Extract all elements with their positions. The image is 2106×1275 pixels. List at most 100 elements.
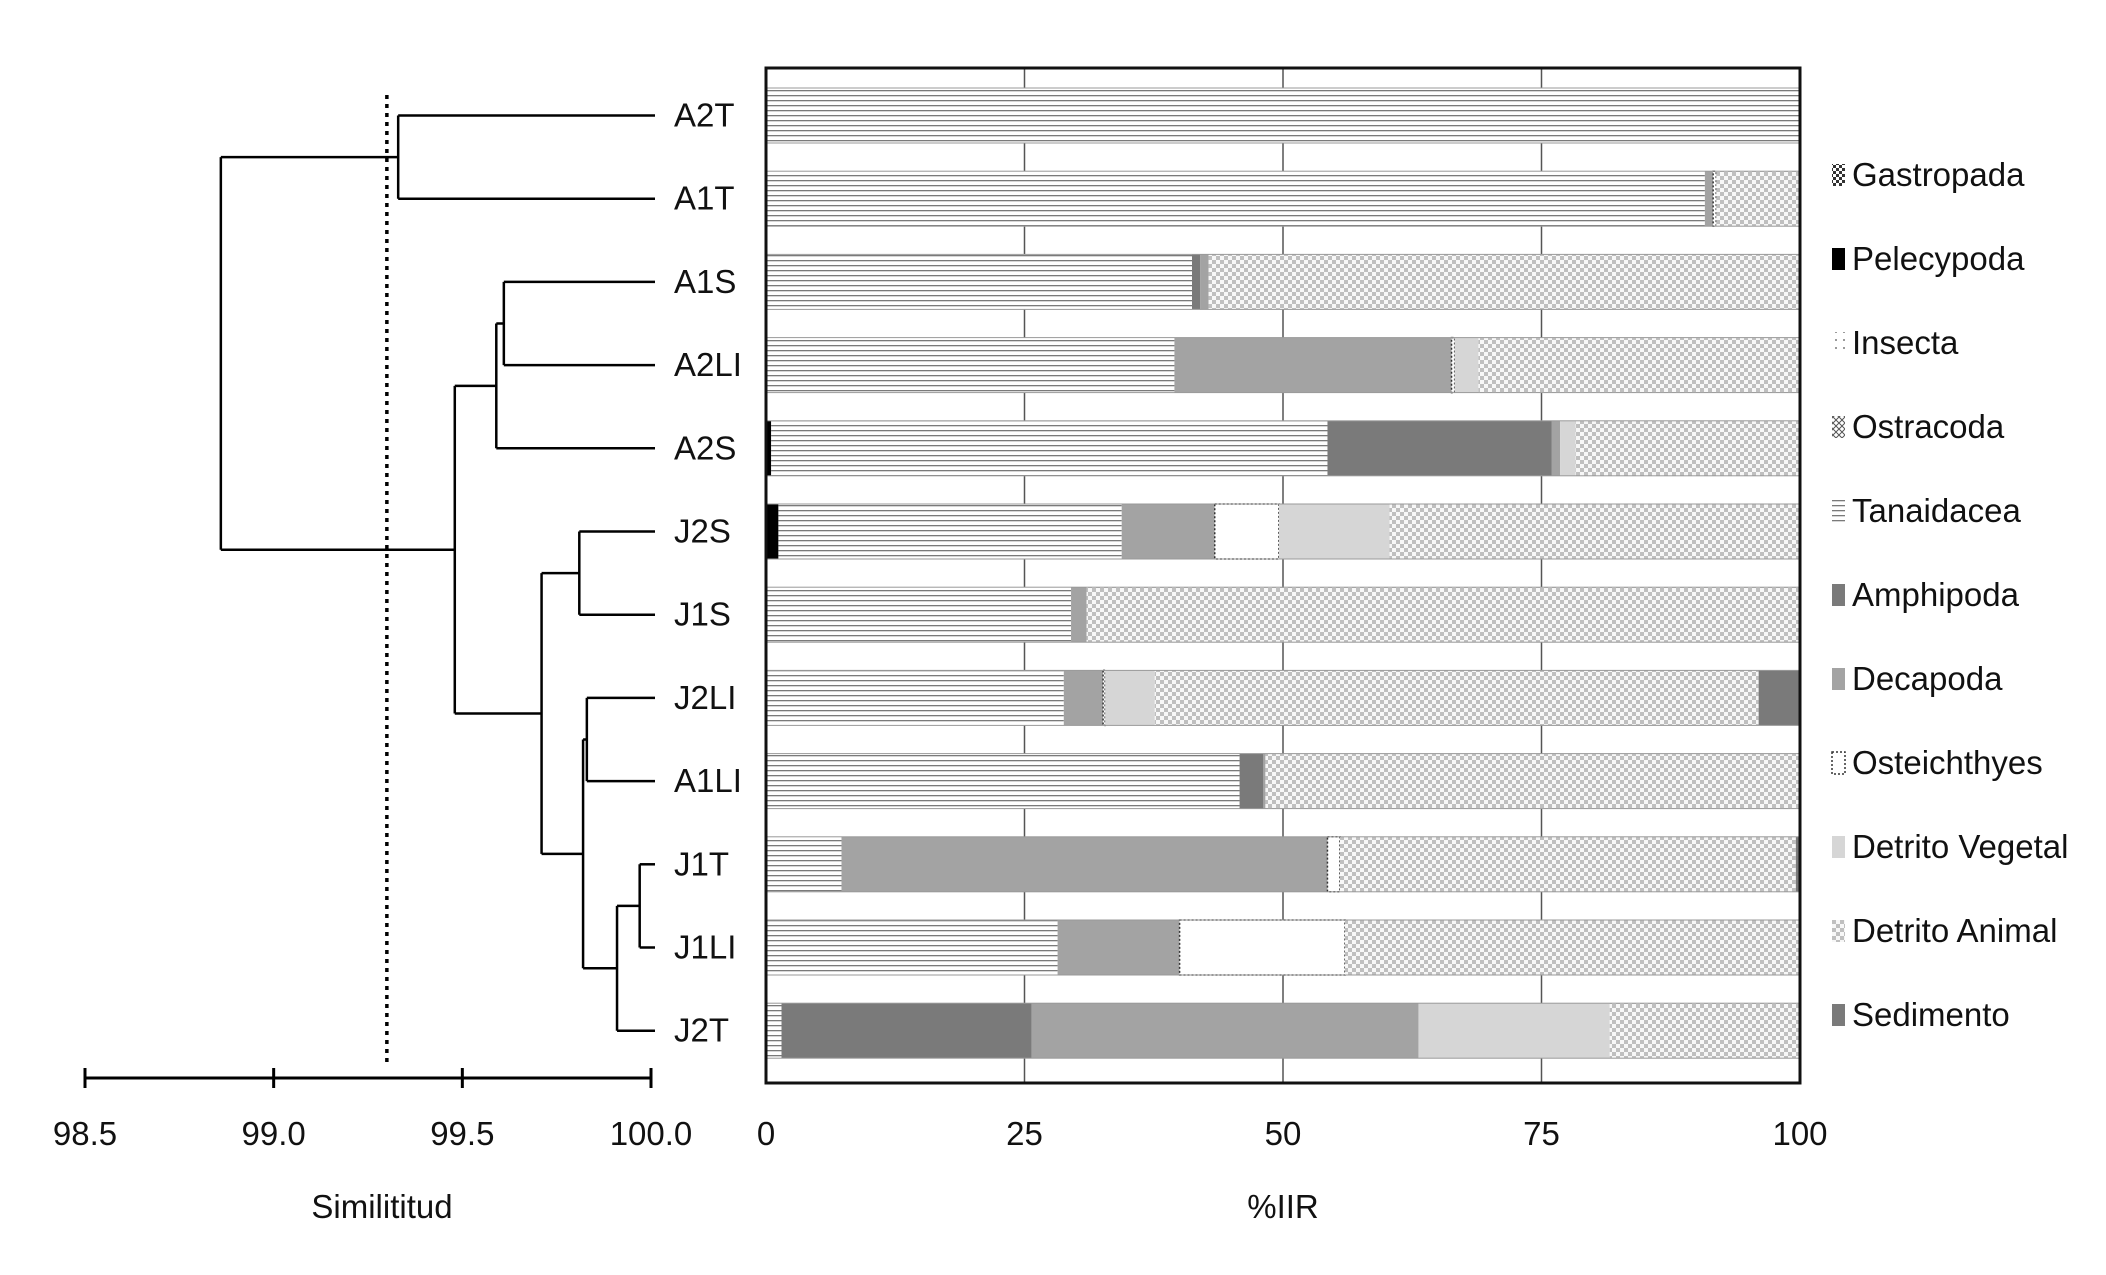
legend-swatch <box>1832 836 1845 858</box>
bar-segment <box>781 1003 1032 1059</box>
bar-segment <box>1716 171 1800 227</box>
bar-segment <box>778 504 1122 559</box>
legend-label: Pelecypoda <box>1852 240 2025 277</box>
bar-segment <box>1345 920 1800 975</box>
dendrogram-leaf-label: A1T <box>674 180 735 217</box>
dendrogram-leaf-label: J2S <box>674 513 731 550</box>
bar-segment <box>1214 503 1280 560</box>
bar-segment <box>1418 1003 1610 1059</box>
bar-segment <box>766 504 779 559</box>
bar-x-tick-label: 50 <box>1265 1115 1302 1152</box>
legend-label: Sedimento <box>1852 996 2010 1033</box>
bar-segment <box>1327 420 1552 476</box>
bar-segment <box>1102 669 1106 727</box>
dendrogram-leaf-label: A1S <box>674 263 736 300</box>
legend-swatch <box>1832 164 1845 186</box>
legend-swatch <box>1832 500 1845 522</box>
legend-label: Ostracoda <box>1852 408 2005 445</box>
bar-segment <box>1063 670 1104 726</box>
bar-segment <box>1560 420 1576 476</box>
dendrogram-tick-label: 99.0 <box>242 1115 306 1152</box>
bar-segment <box>1454 337 1479 393</box>
bar-segment <box>1178 919 1346 976</box>
bar-segment <box>766 171 1705 227</box>
bar-segment <box>1057 920 1180 975</box>
bar-segment <box>1551 420 1561 476</box>
legend-label: Decapoda <box>1852 660 2003 697</box>
bar-x-tick-label: 100 <box>1772 1115 1827 1152</box>
bar-segment <box>1071 587 1087 643</box>
bar-segment <box>766 254 1193 310</box>
bar-segment <box>1575 420 1800 476</box>
legend-swatch <box>1832 668 1845 690</box>
bar-segment <box>1200 254 1209 310</box>
bar-x-tick-label: 0 <box>757 1115 775 1152</box>
bar-segment <box>1339 836 1796 892</box>
legend-swatch <box>1832 1004 1845 1026</box>
bar-segment <box>1265 753 1800 809</box>
bar-x-tick-label: 75 <box>1523 1115 1560 1152</box>
bar-segment <box>1704 171 1714 227</box>
bar-axis-title: %IIR <box>1247 1188 1319 1225</box>
bar-segment <box>1263 753 1266 809</box>
bar-segment <box>771 420 1328 476</box>
bar-x-tick-label: 25 <box>1006 1115 1043 1152</box>
bar-segment <box>1174 337 1452 393</box>
legend-swatch <box>1832 248 1845 270</box>
bar-segment <box>766 337 1175 393</box>
legend: Gastropada Pelecypoda Insecta Ostracoda Tana… <box>1831 156 2068 1033</box>
legend-label: Detrito Animal <box>1852 912 2057 949</box>
legend-label: Gastropada <box>1852 156 2025 193</box>
dendrogram-leaf-label: J2T <box>674 1012 729 1049</box>
dendrogram-leaf-label: J1LI <box>674 929 736 966</box>
bar-segment <box>1450 336 1456 394</box>
bar-segment <box>1208 254 1800 310</box>
bar-segment <box>1478 337 1800 393</box>
bar-segment <box>1389 504 1800 559</box>
legend-swatch <box>1832 332 1845 354</box>
dendrogram-tick-label: 98.5 <box>53 1115 117 1152</box>
bar-segment <box>766 420 772 476</box>
bar-segment <box>1121 504 1215 559</box>
bar-segment <box>841 836 1328 892</box>
bar-segment <box>1609 1003 1800 1059</box>
dendrogram-leaf-label: J1T <box>674 845 729 882</box>
dendrogram-tick-label: 99.5 <box>430 1115 494 1152</box>
bar-segment <box>766 88 1800 143</box>
dendrogram-leaf-label: J1S <box>674 596 731 633</box>
bar-segment <box>1154 670 1759 726</box>
legend-swatch <box>1832 416 1845 438</box>
bar-segment <box>766 836 842 892</box>
legend-label: Insecta <box>1852 324 1959 361</box>
bar-segment <box>1712 170 1717 227</box>
bar-segment <box>1278 504 1390 559</box>
dendrogram-tick-label: 100.0 <box>610 1115 693 1152</box>
legend-swatch <box>1831 751 1846 775</box>
legend-label: Tanaidacea <box>1852 492 2021 529</box>
bar-segment <box>766 670 1064 726</box>
legend-label: Detrito Vegetal <box>1852 828 2068 865</box>
bar-segment <box>1758 670 1800 726</box>
legend-swatch <box>1832 920 1845 942</box>
bar-segment <box>1031 1003 1419 1059</box>
bar-segment <box>1239 753 1264 809</box>
dendrogram-leaf-label: A2S <box>674 429 736 466</box>
bar-segment <box>766 587 1072 643</box>
dendrogram-leaf-label: A2LI <box>674 346 742 383</box>
dendrogram: A2T A1T A1S A2LI A2S J2S J1S J2LI A1LI J1T J1LI J2T… <box>53 95 742 1225</box>
bar-segment <box>766 753 1240 809</box>
dendrogram-leaf-label: A1LI <box>674 762 742 799</box>
dendrogram-axis-title: Similititud <box>311 1188 452 1225</box>
legend-label: Osteichthyes <box>1852 744 2043 781</box>
bar-segment <box>1086 587 1800 643</box>
stacked-bar-chart: 0 25 50 75 100 %IIR <box>757 66 1828 1225</box>
legend-swatch <box>1832 584 1845 606</box>
plot-frame <box>764 66 1802 1085</box>
dendrogram-leaf-label: A2T <box>674 97 735 134</box>
legend-label: Amphipoda <box>1852 576 2020 613</box>
bar-segment <box>1795 836 1800 892</box>
bar-segment <box>1192 254 1201 310</box>
dendrogram-leaf-label: J2LI <box>674 679 736 716</box>
bar-segment <box>766 1003 782 1059</box>
